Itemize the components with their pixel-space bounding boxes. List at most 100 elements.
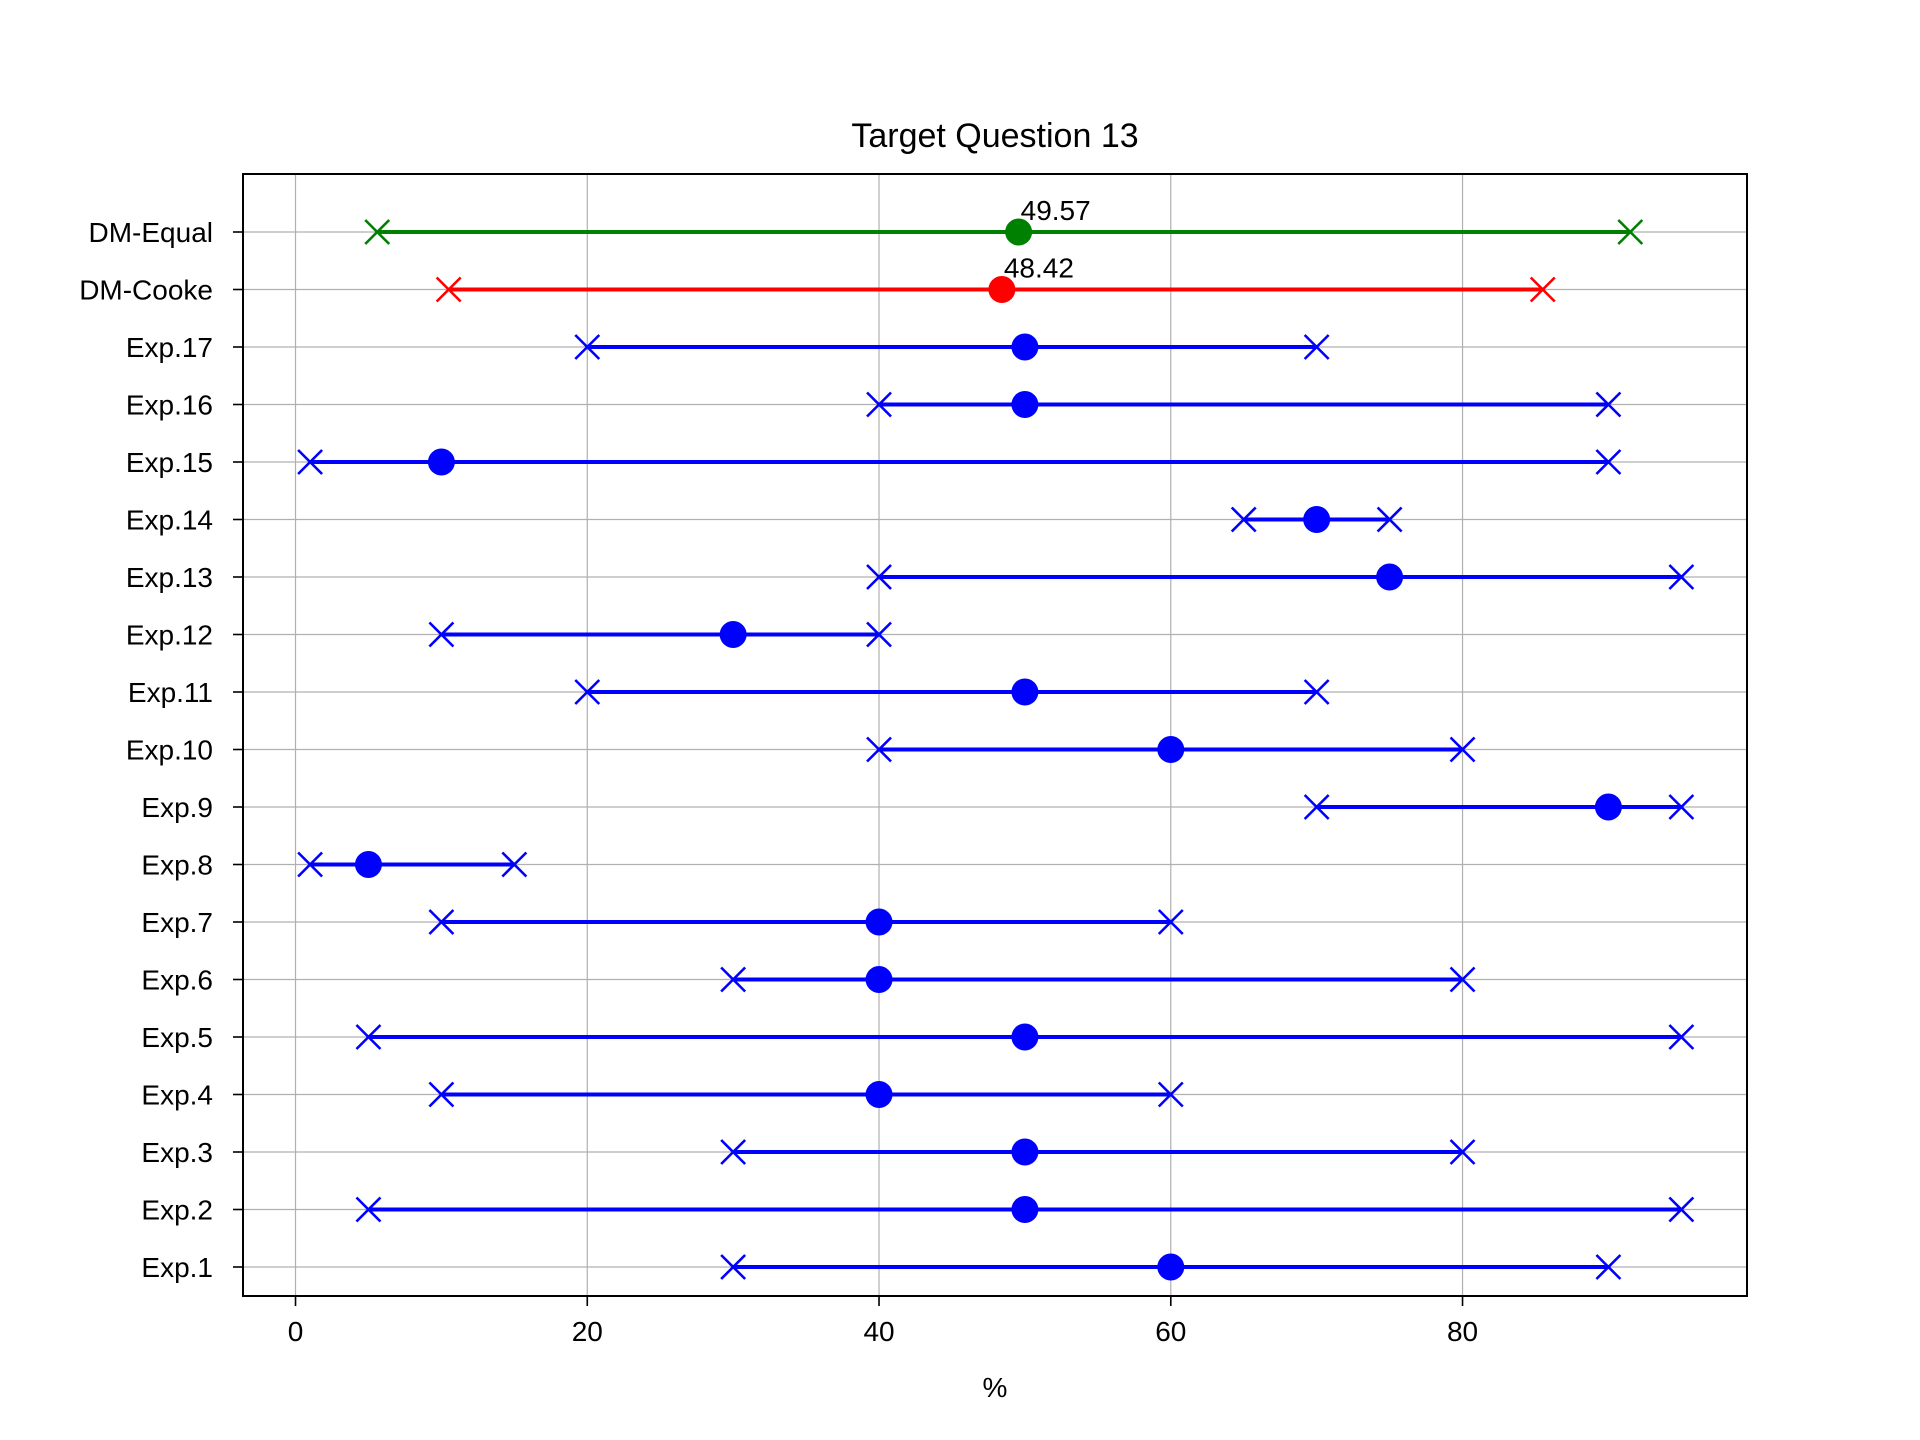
range-row: [720, 1253, 1622, 1281]
chart-title: Target Question 13: [851, 117, 1138, 155]
high-marker: [866, 621, 892, 648]
median-annotation: 49.57: [1021, 195, 1091, 226]
x-marker-stroke: [866, 564, 892, 590]
high-marker: [1617, 219, 1644, 245]
low-marker: [720, 966, 747, 993]
range-row: [720, 966, 1476, 993]
x-marker-stroke: [428, 621, 455, 648]
range-row: [1230, 506, 1403, 533]
x-tick-label: 0: [288, 1316, 304, 1347]
median-point: [1376, 563, 1404, 591]
y-tick-label: Exp.13: [126, 562, 213, 593]
median-point: [1011, 1196, 1039, 1223]
x-marker-stroke: [501, 851, 528, 878]
range-row: 48.42: [435, 253, 1556, 303]
median-point: [354, 851, 382, 878]
x-marker-stroke: [428, 1081, 455, 1108]
low-marker: [297, 449, 324, 475]
x-marker-stroke: [355, 1196, 382, 1223]
high-marker: [1595, 1254, 1622, 1280]
y-tick-label: Exp.12: [126, 620, 213, 651]
median-point: [1011, 678, 1039, 706]
x-marker-stroke: [1617, 219, 1644, 245]
median-point: [1157, 736, 1185, 763]
axes-layer: 0 20 40 60 80 Exp.1 Exp.2 Exp.3 Exp.4 Exp.5 Exp.6 E…: [79, 173, 1748, 1347]
low-marker: [574, 679, 601, 705]
low-marker: [574, 334, 601, 360]
range-row: [428, 908, 1184, 936]
low-marker: [355, 1024, 382, 1050]
median-point: [988, 276, 1016, 303]
high-marker: [1449, 1139, 1476, 1165]
high-marker: [1668, 564, 1695, 590]
y-tick-label: DM-Cooke: [79, 275, 213, 306]
y-tick-label: Exp.11: [128, 677, 213, 708]
x-marker-stroke: [1449, 966, 1476, 993]
median-point: [865, 908, 893, 936]
low-marker: [355, 1196, 382, 1223]
low-marker: [866, 391, 892, 418]
x-marker-stroke: [364, 219, 391, 245]
low-marker: [866, 564, 892, 590]
y-tick-label: Exp.15: [126, 447, 213, 478]
x-marker-stroke: [1529, 276, 1556, 303]
x-axis-label: %: [983, 1372, 1008, 1403]
x-tick-label: 40: [863, 1316, 894, 1347]
range-row: [720, 1138, 1476, 1166]
range-row: [574, 333, 1330, 361]
range-row: [355, 1023, 1695, 1051]
y-tick-label: Exp.2: [141, 1195, 213, 1226]
range-row: [1303, 793, 1695, 821]
x-marker-stroke: [720, 1139, 747, 1165]
median-point: [1011, 1138, 1039, 1166]
x-marker-stroke: [574, 334, 601, 360]
low-marker: [428, 909, 455, 935]
median-annotation: 48.42: [1004, 253, 1074, 284]
x-marker-stroke: [1230, 506, 1257, 533]
high-marker: [1303, 679, 1330, 705]
median-point: [1157, 1253, 1185, 1281]
high-marker: [1449, 966, 1476, 993]
low-marker: [720, 1139, 747, 1165]
high-marker: [1595, 449, 1622, 475]
low-marker: [1303, 794, 1330, 820]
y-tick-label: Exp.16: [126, 390, 213, 421]
range-row: [297, 851, 528, 878]
median-point: [1594, 793, 1622, 821]
median-point: [1011, 333, 1039, 361]
x-tick-label: 80: [1447, 1316, 1478, 1347]
x-marker-stroke: [435, 276, 462, 303]
high-marker: [1157, 909, 1184, 935]
range-row: [574, 678, 1330, 706]
high-marker: [1376, 506, 1403, 533]
range-row: [297, 448, 1622, 476]
y-tick-label: Exp.6: [141, 965, 213, 996]
median-point: [865, 1081, 893, 1108]
x-marker-stroke: [1376, 506, 1403, 533]
high-marker: [1529, 276, 1556, 303]
high-marker: [1303, 334, 1330, 360]
series-layer: 48.42 49.57: [297, 195, 1695, 1281]
y-tick-label: Exp.17: [126, 332, 213, 363]
x-marker-stroke: [1449, 736, 1476, 763]
y-tick-label: Exp.9: [141, 792, 213, 823]
high-marker: [1157, 1081, 1184, 1108]
median-point: [1011, 1023, 1039, 1051]
y-tick-label: Exp.10: [126, 735, 213, 766]
high-marker: [1668, 794, 1695, 820]
high-marker: [501, 851, 528, 878]
low-marker: [1230, 506, 1257, 533]
x-marker-stroke: [1595, 1254, 1622, 1280]
median-point: [427, 448, 455, 476]
x-marker-stroke: [1303, 334, 1330, 360]
y-tick-label: Exp.3: [141, 1137, 213, 1168]
x-marker-stroke: [720, 1254, 747, 1280]
x-marker-stroke: [720, 966, 747, 993]
range-row: [866, 391, 1622, 418]
x-marker-stroke: [1303, 679, 1330, 705]
low-marker: [428, 621, 455, 648]
y-tick-label: Exp.7: [141, 907, 213, 938]
y-tick-label: Exp.4: [141, 1080, 213, 1111]
